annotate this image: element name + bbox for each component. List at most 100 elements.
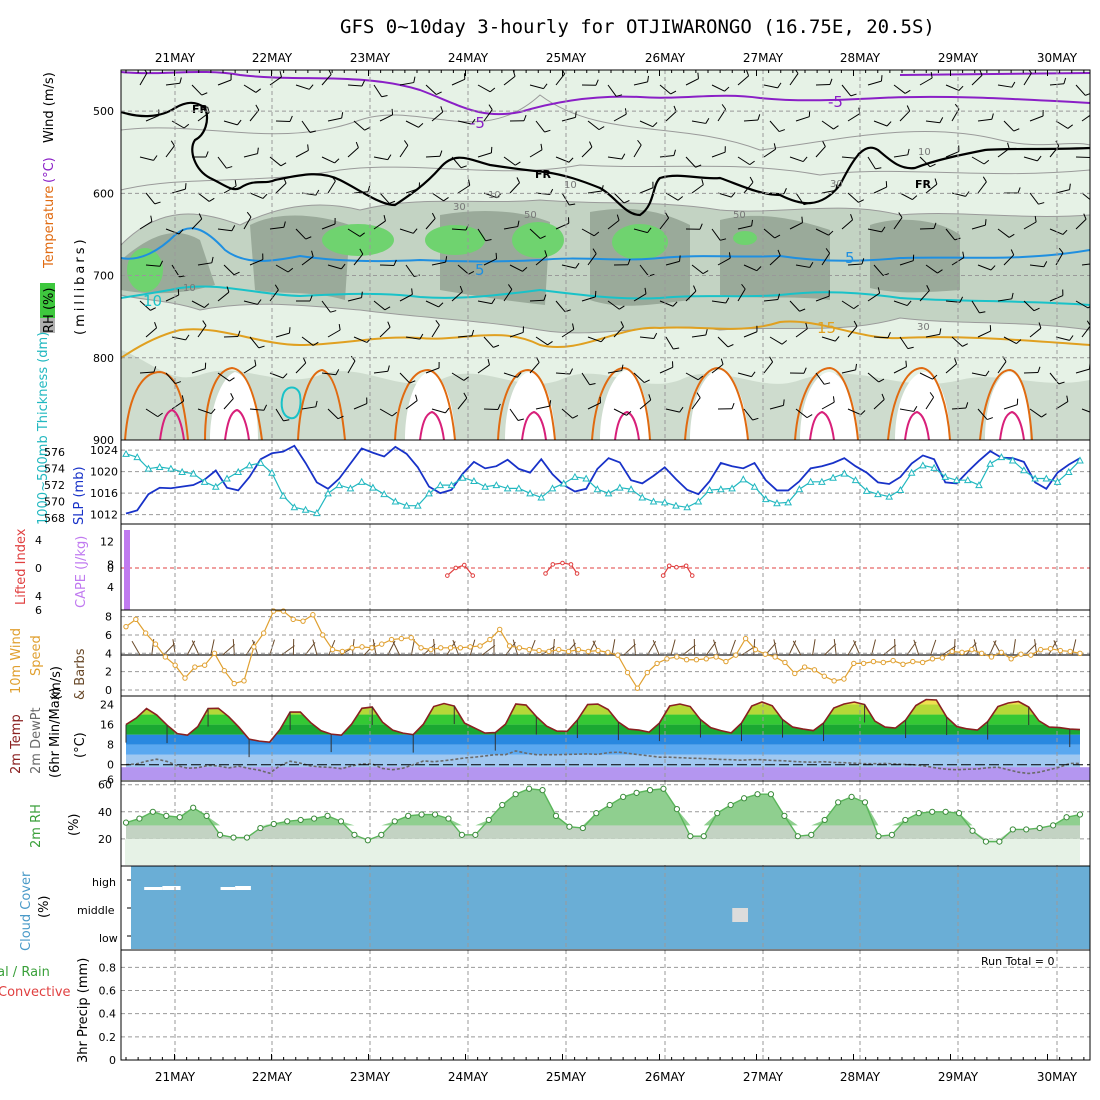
wind-barb-flag — [279, 71, 282, 78]
thickness-marker — [683, 503, 692, 511]
wind-barb-flag — [1043, 261, 1048, 267]
wind-barb-shaft — [1075, 218, 1087, 230]
wind-speed-marker — [998, 649, 1005, 656]
wind-barb-shaft — [165, 145, 175, 158]
wind-barb-shaft — [405, 400, 418, 410]
wind-barb-flag — [282, 373, 288, 379]
wind-speed-marker — [762, 651, 768, 657]
wind-barb-flag — [468, 270, 475, 275]
wind-barb-shaft — [711, 228, 721, 241]
wind-barb-flag — [1034, 215, 1037, 223]
thickness-marker — [638, 493, 647, 501]
wind-barb-shaft — [275, 264, 289, 273]
wind10m-panel: 10m Wind Speed (m/s) & Barbs — [9, 628, 1090, 700]
thickness-marker — [1008, 456, 1017, 464]
wind-speed-marker — [506, 643, 513, 649]
wind-barb-flag — [822, 141, 826, 147]
thickness-marker — [301, 505, 310, 513]
wind-barb-shaft — [165, 82, 180, 86]
wind-barb-flag — [544, 250, 548, 257]
wind10m-barb — [705, 641, 717, 656]
temp-band — [126, 724, 1080, 735]
cape-li-panel: Lifted Index CAPE (J/kg) — [14, 528, 1090, 608]
wind-barb-shaft — [951, 336, 963, 347]
wind-barb-shaft — [1049, 372, 1060, 385]
wind-barb-shaft — [457, 397, 468, 410]
wind-barb-flag — [337, 415, 344, 420]
slp-tick-label: 1024 — [90, 444, 118, 457]
wind-barb-flag — [912, 195, 918, 200]
wind-barb-shaft — [607, 370, 622, 374]
label-cloud-pct: (%) — [37, 896, 52, 919]
wind-barb-shaft — [327, 329, 341, 338]
wind-barb-flag — [875, 167, 882, 170]
wind-barb-shaft — [633, 228, 648, 234]
rh2m-marker — [243, 834, 251, 841]
wind-barb-shaft — [665, 111, 677, 122]
wind-barb-shaft — [171, 336, 186, 341]
wind-barb-flag — [334, 158, 340, 164]
rh-tick-label: 40 — [98, 806, 112, 819]
wind-barb-flag — [905, 360, 907, 367]
wind-barb-shaft — [509, 264, 523, 272]
wind-barb-flag — [1016, 339, 1022, 344]
freezing-level-line — [121, 101, 1090, 217]
cape-tick-label: 0 — [107, 562, 114, 575]
label-barbs: & Barbs — [73, 648, 88, 700]
wind-barb-shaft — [821, 189, 836, 194]
wind-barb-shaft — [737, 225, 752, 230]
label-total-rain: tal / Rain — [0, 965, 50, 980]
thickness-marker — [492, 481, 501, 489]
wind-speed-marker — [919, 659, 926, 666]
wind-barb-shaft — [685, 156, 696, 168]
wind-barb-shaft — [919, 156, 931, 168]
wind-barb-shaft — [893, 300, 908, 307]
wind-speed-marker — [565, 648, 572, 655]
wind-barb-shaft — [561, 328, 575, 338]
wind-speed-marker — [752, 646, 759, 653]
top-date-label: 29MAY — [938, 51, 979, 65]
panel-border — [120, 523, 1091, 611]
wind-barb-flag — [460, 165, 467, 169]
rh2m-marker — [821, 816, 828, 824]
wind-barb-flag — [258, 345, 265, 349]
wind-barb-flag — [695, 164, 702, 168]
wind-barb-flag — [384, 306, 391, 311]
wind-barb-shaft — [821, 401, 835, 410]
wind-barb-shaft — [587, 190, 602, 194]
label-rh-30-3: 30 — [917, 322, 930, 333]
temp-bands — [121, 699, 1090, 780]
wind-speed-marker — [634, 685, 641, 691]
rh2m-marker — [915, 810, 922, 817]
wind-barb-flag — [389, 200, 396, 204]
wind10m-barb — [930, 639, 937, 656]
thickness-marker — [660, 498, 669, 506]
thickness-marker — [144, 464, 153, 472]
wind-barb-shaft — [1003, 404, 1018, 410]
li-marker — [689, 573, 695, 578]
wind-barb-flag — [752, 417, 759, 421]
rh2m-marker — [673, 805, 681, 813]
rh2m-marker — [216, 831, 224, 838]
rh2m-marker — [861, 799, 869, 806]
wind-speed-marker — [182, 675, 188, 681]
thickness-marker — [773, 499, 781, 507]
wind-barb-flag — [335, 369, 340, 375]
top-date-label: 21MAY — [155, 51, 196, 65]
wind-barb-shaft — [815, 295, 830, 302]
wind-barb-shaft — [789, 300, 800, 312]
wind-barb-shaft — [327, 408, 339, 420]
wind-barb-shaft — [711, 300, 726, 304]
thickness-marker — [211, 482, 220, 490]
wind-barb-flag — [1069, 335, 1074, 341]
cloud-block — [235, 886, 251, 890]
wind-barb-shaft — [321, 74, 332, 86]
wind-barb-flag — [185, 334, 190, 341]
thickness-marker — [548, 484, 557, 492]
wind-barb-shaft — [899, 408, 914, 412]
wind-barb-flag — [777, 249, 781, 256]
wind-barb-shaft — [301, 120, 311, 133]
rh2m-marker — [230, 834, 237, 841]
wind-speed-marker — [556, 646, 562, 653]
